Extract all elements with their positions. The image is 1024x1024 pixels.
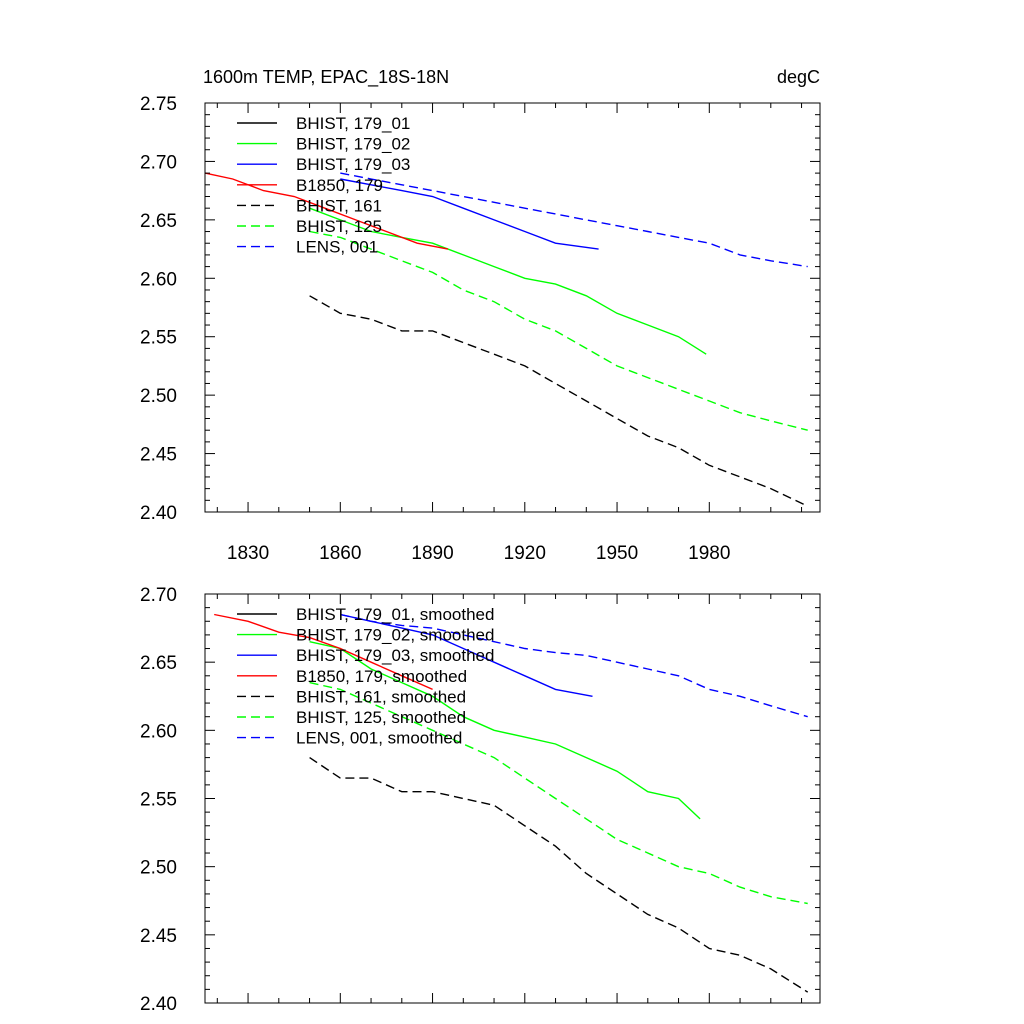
bottom-series-layer [214, 613, 809, 993]
chart-units: degC [777, 67, 820, 87]
legend-label-2: BHIST, 179_02, smoothed [296, 626, 494, 645]
y-tick-label: 2.45 [140, 445, 177, 466]
top-axes: 2.40 2.45 2.50 2.55 2.60 2.65 2.70 2.75 1830 1860… [140, 94, 821, 564]
series-line-3 [340, 613, 593, 697]
y-tick-label: 2.60 [140, 721, 177, 742]
x-tick-label: 1860 [319, 543, 361, 564]
legend-label-2: BHIST, 179_02 [296, 135, 410, 154]
y-tick-label: 2.40 [140, 503, 177, 524]
series-line-4 [214, 613, 433, 691]
series-line-7 [340, 172, 808, 268]
y-tick-label: 2.40 [140, 994, 177, 1015]
series-line-3 [340, 178, 599, 250]
chart-title: 1600m TEMP, EPAC_18S-18N [203, 67, 449, 88]
legend-label-7: LENS, 001 [296, 238, 378, 257]
legend-label-6: BHIST, 125, smoothed [296, 708, 466, 727]
legend-label-4: B1850, 179, smoothed [296, 667, 467, 686]
y-tick-label: 2.65 [140, 653, 177, 674]
series-line-6 [309, 681, 808, 905]
bottom-legend: BHIST, 179_01, smoothed BHIST, 179_02, sm… [237, 605, 494, 748]
x-tick-label: 1950 [596, 543, 638, 564]
x-tick-label: 1830 [227, 543, 269, 564]
series-line-4 [204, 172, 449, 250]
plot-frame [204, 102, 821, 513]
legend-label-6: BHIST, 125 [296, 217, 382, 236]
y-tick-label: 2.55 [140, 328, 177, 349]
series-line-2 [309, 641, 701, 820]
series-line-7 [340, 613, 808, 718]
y-tick-label: 2.70 [140, 585, 177, 606]
series-line-6 [309, 230, 808, 431]
x-tick-label: 1920 [504, 543, 546, 564]
legend-label-4: B1850, 179 [296, 176, 383, 195]
y-tick-label: 2.50 [140, 386, 177, 407]
legend-label-1: BHIST, 179_01 [296, 114, 410, 133]
series-line-2 [309, 207, 707, 355]
bottom-panel: 2.40 2.45 2.50 2.55 2.60 2.65 2.70 BHIST, 179_… [140, 585, 821, 1015]
y-tick-label: 2.55 [140, 790, 177, 811]
y-tick-label: 2.70 [140, 152, 177, 173]
x-tick-label: 1980 [688, 543, 730, 564]
legend-label-1: BHIST, 179_01, smoothed [296, 605, 494, 624]
top-panel: 1600m TEMP, EPAC_18S-18N degC 2.402.452.… [140, 67, 821, 564]
top-series-layer [204, 172, 809, 507]
y-tick-label: 2.65 [140, 211, 177, 232]
y-tick-label: 2.50 [140, 858, 177, 879]
series-line-5 [309, 295, 809, 507]
y-tick-label: 2.75 [140, 94, 177, 115]
legend-label-3: BHIST, 179_03 [296, 155, 410, 174]
bottom-axes: 2.40 2.45 2.50 2.55 2.60 2.65 2.70 [140, 585, 821, 1015]
legend-label-7: LENS, 001, smoothed [296, 729, 462, 748]
series-line-5 [309, 757, 809, 993]
y-tick-label: 2.45 [140, 926, 177, 947]
x-tick-label: 1890 [411, 543, 453, 564]
y-tick-label: 2.60 [140, 269, 177, 290]
legend-label-3: BHIST, 179_03, smoothed [296, 646, 494, 665]
legend-label-5: BHIST, 161, smoothed [296, 687, 466, 706]
legend-label-5: BHIST, 161 [296, 196, 382, 215]
